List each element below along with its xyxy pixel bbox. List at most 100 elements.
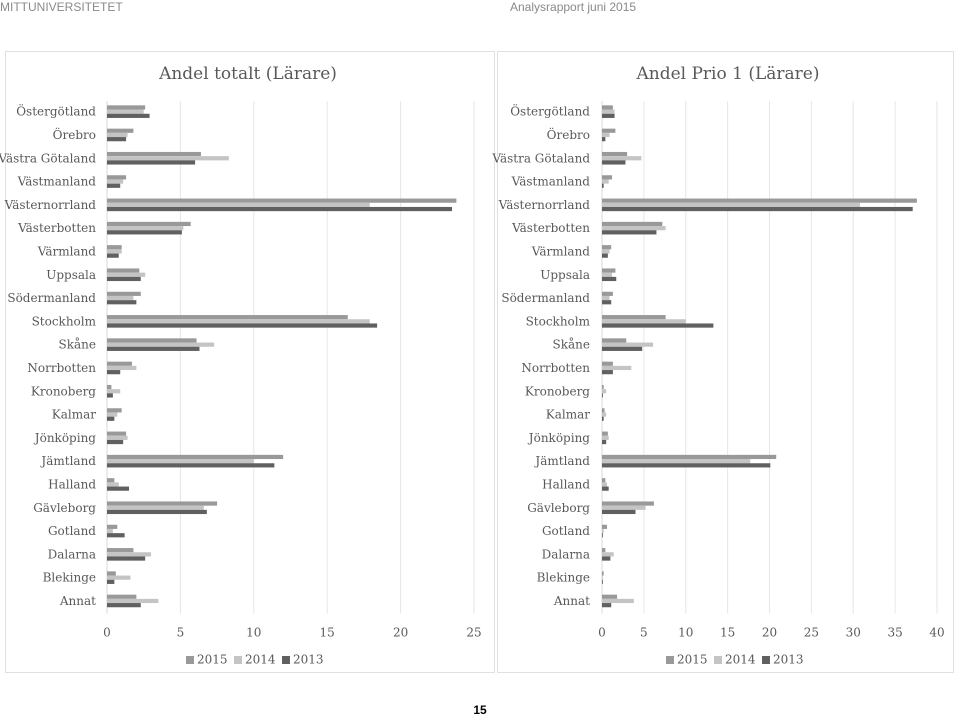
category-label: Stockholm	[32, 314, 97, 328]
x-tick-label: 5	[177, 626, 185, 640]
bar-2015	[107, 315, 348, 320]
bar-2013	[107, 416, 115, 421]
bar-2015	[602, 454, 777, 460]
bar-2014	[107, 365, 137, 371]
bar-2013	[602, 230, 657, 235]
bar-2013	[602, 346, 643, 351]
bar-2015	[107, 291, 141, 296]
category-label: Örebro	[547, 126, 590, 142]
category-label: Norrbotten	[27, 361, 96, 375]
category-label: Västerbotten	[511, 221, 590, 235]
bar-2014	[107, 389, 121, 394]
bar-2015	[107, 501, 218, 506]
bar-2014	[107, 552, 152, 557]
category-label: Kalmar	[52, 408, 96, 422]
bar-2014	[107, 482, 119, 487]
bar-2014	[107, 598, 159, 604]
bar-2014	[602, 179, 609, 184]
x-tick-label: 20	[762, 626, 777, 640]
bar-2013	[602, 463, 771, 468]
category-label: Västmanland	[17, 175, 97, 189]
category-label: Kronoberg	[31, 384, 96, 398]
bar-2014	[107, 505, 204, 510]
bar-2015	[107, 478, 115, 483]
bar-2015	[107, 431, 127, 436]
category-label: Stockholm	[526, 314, 591, 328]
bar-2013	[107, 439, 124, 445]
bar-2013	[602, 533, 603, 538]
category-label: Östergötland	[510, 103, 590, 119]
chart-title: Andel Prio 1 (Lärare)	[635, 64, 819, 84]
category-label: Dalarna	[48, 547, 96, 561]
legend-label-2014: 2014	[725, 653, 756, 667]
bar-2015	[602, 524, 608, 529]
category-label: Jämtland	[533, 454, 590, 468]
legend-swatch-2013	[282, 656, 290, 664]
category-label: Kalmar	[546, 408, 590, 422]
bar-2014	[602, 202, 860, 207]
category-label: Skåne	[59, 337, 96, 352]
category-label: Annat	[59, 594, 96, 608]
bar-2014	[107, 132, 128, 138]
bar-2014	[602, 552, 614, 557]
bar-2014	[107, 226, 184, 231]
x-tick-label: 40	[929, 626, 944, 640]
bar-2013	[602, 393, 603, 398]
bar-2015	[602, 268, 616, 273]
bar-2014	[602, 295, 610, 301]
bar-2013	[107, 556, 146, 561]
bar-2015	[107, 408, 122, 413]
bar-2015	[602, 384, 604, 390]
bar-2013	[602, 137, 606, 142]
bar-2015	[602, 361, 613, 366]
category-label: Västra Götaland	[491, 151, 590, 165]
category-label: Örebro	[53, 126, 96, 142]
bar-2014	[107, 459, 254, 464]
bar-2015	[602, 315, 666, 320]
page-number: 15	[473, 703, 487, 717]
bar-2013	[602, 300, 612, 305]
header-institution: MITTUNIVERSITETET	[0, 0, 123, 14]
bar-2015	[107, 175, 127, 180]
legend-swatch-2014	[714, 656, 722, 664]
bar-2013	[602, 370, 613, 375]
bar-2013	[602, 160, 626, 165]
bar-2013	[107, 206, 452, 212]
bar-2013	[107, 370, 121, 375]
bar-2014	[602, 598, 634, 604]
x-tick-label: 15	[720, 626, 735, 640]
legend-label-2013: 2013	[773, 653, 804, 667]
bar-2014	[602, 435, 609, 440]
bar-2015	[107, 571, 116, 576]
bar-2015	[107, 384, 112, 390]
category-label: Södermanland	[7, 291, 96, 305]
x-tick-label: 10	[246, 626, 261, 640]
legend-label-2015: 2015	[197, 653, 228, 667]
x-tick-label: 20	[393, 626, 408, 640]
bar-2013	[107, 113, 150, 118]
bar-2015	[107, 524, 118, 529]
header-report-title: Analysrapport juni 2015	[510, 0, 637, 14]
bar-2013	[107, 323, 378, 328]
bar-2014	[107, 179, 124, 184]
category-label: Halland	[48, 477, 96, 491]
chart-total: Andel totalt (Lärare) Östergötland Örebro V…	[0, 64, 482, 667]
bar-2015	[602, 245, 612, 250]
category-label: Annat	[553, 594, 590, 608]
legend-swatch-2015	[186, 656, 194, 664]
bar-2013	[107, 253, 119, 258]
bar-2015	[107, 361, 132, 366]
category-label: Västerbotten	[17, 221, 96, 235]
bar-2014	[602, 365, 632, 371]
bar-2014	[602, 249, 610, 254]
bar-2015	[107, 548, 134, 553]
bar-2013	[107, 533, 125, 538]
category-label: Västra Götaland	[0, 151, 96, 165]
chart-title: Andel totalt (Lärare)	[158, 64, 337, 84]
bar-2015	[602, 175, 613, 180]
bar-2015	[602, 338, 627, 343]
bar-2014	[107, 295, 134, 301]
bar-2015	[602, 128, 616, 133]
category-label: Uppsala	[46, 268, 96, 282]
